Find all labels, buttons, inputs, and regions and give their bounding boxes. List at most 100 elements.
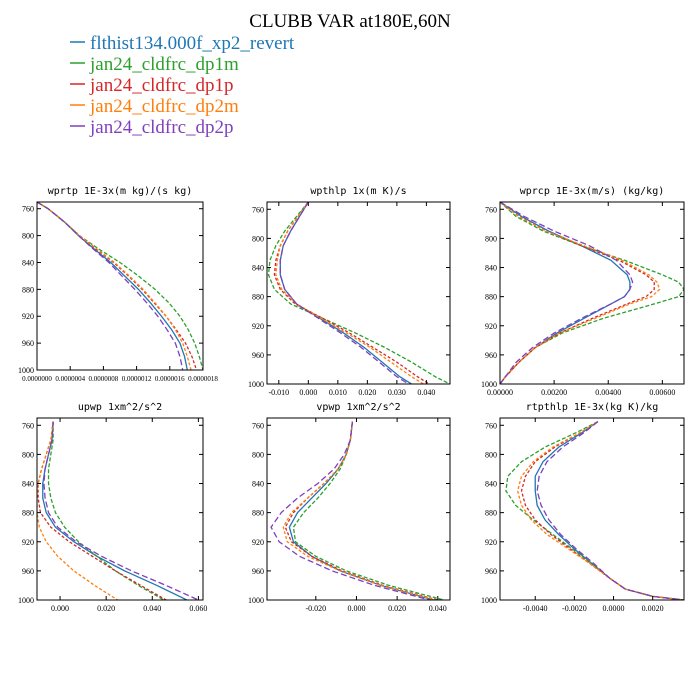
series-line <box>288 421 434 600</box>
y-tick-label: 760 <box>485 421 497 430</box>
y-tick-label: 1000 <box>248 596 264 605</box>
series-line <box>292 421 445 600</box>
series-line <box>37 202 192 370</box>
y-tick-label: 800 <box>22 450 34 459</box>
y-tick-label: 760 <box>22 421 34 430</box>
x-tick-label: 0.0020 <box>642 604 664 613</box>
x-tick-label: 0.010 <box>329 388 347 397</box>
legend: flthist134.000f_xp2_revert jan24_cldfrc_… <box>70 33 295 138</box>
series-line <box>273 202 430 384</box>
y-tick-label: 760 <box>485 205 497 214</box>
plot-frame <box>499 201 685 385</box>
plot-frame <box>36 201 204 371</box>
series-line <box>267 202 450 384</box>
y-tick-label: 800 <box>252 234 264 243</box>
y-tick-label: 1000 <box>481 596 497 605</box>
y-tick-label: 960 <box>485 567 497 576</box>
y-tick-label: 920 <box>485 538 497 547</box>
y-tick-label: 960 <box>252 567 264 576</box>
y-tick-label: 960 <box>485 351 497 360</box>
chart-panel: wpthlp 1x(m K)/s 760 800 840 880 920 960 1000 -0… <box>248 186 451 397</box>
series-line <box>500 202 661 384</box>
series-line <box>500 202 655 384</box>
x-tick-label: 0.0000 <box>603 604 625 613</box>
chart-panel: upwp 1xm^2/s^2 760 800 840 880 920 960 1000 0.00… <box>18 402 207 613</box>
plot-frame <box>36 417 204 601</box>
series-line <box>284 421 438 600</box>
plot-frame <box>266 417 451 601</box>
plot-frame <box>499 417 685 601</box>
x-tick-label: 0.040 <box>143 604 161 613</box>
series-line <box>534 421 684 600</box>
x-tick-label: 0.030 <box>388 388 406 397</box>
y-tick-label: 840 <box>252 480 264 489</box>
y-tick-label: 1000 <box>248 380 264 389</box>
y-tick-label: 1000 <box>481 380 497 389</box>
series-line <box>37 202 203 370</box>
panel-title: wprcp 1E-3x(m/s) (kg/kg) <box>520 186 665 197</box>
series-line <box>500 202 631 384</box>
y-tick-label: 840 <box>22 258 34 267</box>
x-tick-label: 0.020 <box>358 388 376 397</box>
x-tick-label: 0.0000018 <box>188 375 218 383</box>
series-line <box>37 202 184 370</box>
y-tick-label: 840 <box>485 480 497 489</box>
panels: wprtp 1E-3x(m kg)/(s kg) 760 800 840 880 920 9… <box>18 186 685 613</box>
x-tick-label: 0.00000 <box>487 388 513 397</box>
legend-label: jan24_cldfrc_dp1m <box>89 54 239 75</box>
y-tick-label: 800 <box>485 234 497 243</box>
x-tick-label: 0.040 <box>417 388 435 397</box>
y-tick-label: 880 <box>22 509 34 518</box>
y-tick-label: 960 <box>252 351 264 360</box>
series-line <box>37 202 198 370</box>
x-tick-label: 0.020 <box>388 604 406 613</box>
y-tick-label: 920 <box>22 312 34 321</box>
series-line <box>505 421 684 600</box>
x-tick-label: 0.00200 <box>541 388 567 397</box>
y-tick-label: 920 <box>252 322 264 331</box>
panel-title: wpthlp 1x(m K)/s <box>310 186 406 197</box>
x-tick-label: 0.000 <box>347 604 365 613</box>
y-tick-label: 880 <box>485 293 497 302</box>
x-tick-label: 0.0000000 <box>22 375 52 383</box>
y-tick-label: 880 <box>485 509 497 518</box>
legend-entry: jan24_cldfrc_dp1m <box>70 54 239 75</box>
y-tick-label: 800 <box>22 232 34 241</box>
legend-label: jan24_cldfrc_dp1p <box>89 75 234 96</box>
x-tick-label: 0.00400 <box>595 388 621 397</box>
series-line <box>536 421 684 600</box>
chart-panel: wprtp 1E-3x(m kg)/(s kg) 760 800 840 880 920 9… <box>18 186 218 383</box>
legend-entry: flthist134.000f_xp2_revert <box>70 33 295 54</box>
x-tick-label: 0.0000004 <box>55 375 85 383</box>
panel-title: wprtp 1E-3x(m kg)/(s kg) <box>48 186 193 197</box>
panel-title: upwp 1xm^2/s^2 <box>78 402 162 413</box>
chart-panel: rtpthlp 1E-3x(kg K)/kg 760 800 840 880 920 960… <box>481 402 685 613</box>
series-line <box>275 202 424 384</box>
series-line <box>47 421 165 600</box>
y-tick-label: 800 <box>252 450 264 459</box>
y-tick-label: 800 <box>485 450 497 459</box>
legend-entry: jan24_cldfrc_dp1p <box>70 75 234 96</box>
y-tick-label: 840 <box>252 264 264 273</box>
x-tick-label: -0.020 <box>305 604 326 613</box>
legend-entry: jan24_cldfrc_dp2p <box>70 117 234 138</box>
legend-label: jan24_cldfrc_dp2m <box>89 96 239 117</box>
chart-panel: wprcp 1E-3x(m/s) (kg/kg) 760 800 840 880 920 9… <box>481 186 685 397</box>
y-tick-label: 840 <box>22 480 34 489</box>
y-tick-label: 840 <box>485 264 497 273</box>
x-tick-label: 0.000 <box>51 604 69 613</box>
series-line <box>37 421 167 600</box>
y-tick-label: 760 <box>252 205 264 214</box>
series-line <box>270 421 430 600</box>
x-tick-label: -0.0040 <box>523 604 548 613</box>
x-tick-label: 0.020 <box>97 604 115 613</box>
series-line <box>42 421 188 600</box>
series-line <box>516 421 684 600</box>
y-tick-label: 920 <box>485 322 497 331</box>
y-tick-label: 880 <box>252 509 264 518</box>
plot-frame <box>266 201 451 385</box>
x-tick-label: 0.040 <box>429 604 447 613</box>
x-tick-label: -0.0020 <box>562 604 587 613</box>
series-line <box>520 421 684 600</box>
